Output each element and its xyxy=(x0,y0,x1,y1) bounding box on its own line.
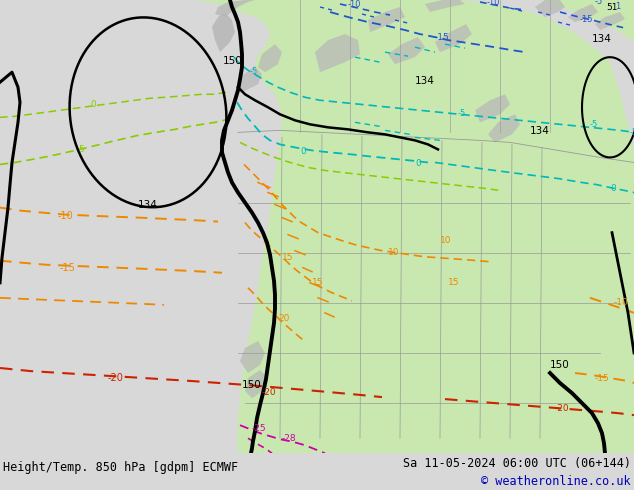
Polygon shape xyxy=(435,24,472,52)
Text: 150: 150 xyxy=(242,380,262,390)
Text: -20: -20 xyxy=(108,373,124,383)
Polygon shape xyxy=(245,370,268,398)
Polygon shape xyxy=(258,44,282,72)
Text: 0: 0 xyxy=(610,184,616,193)
Text: -5: -5 xyxy=(458,109,466,118)
Text: 150: 150 xyxy=(550,360,570,370)
Text: © weatheronline.co.uk: © weatheronline.co.uk xyxy=(481,475,631,489)
Text: 134: 134 xyxy=(530,126,550,136)
Text: 1: 1 xyxy=(615,2,620,11)
Text: 20: 20 xyxy=(278,314,289,323)
Text: Height/Temp. 850 hPa [gdpm] ECMWF: Height/Temp. 850 hPa [gdpm] ECMWF xyxy=(3,461,238,474)
Polygon shape xyxy=(475,94,510,122)
Polygon shape xyxy=(236,66,262,92)
Text: -5: -5 xyxy=(250,67,258,76)
Polygon shape xyxy=(595,12,625,30)
Text: -15: -15 xyxy=(435,33,450,42)
Polygon shape xyxy=(215,0,255,17)
Text: 0: 0 xyxy=(415,159,421,169)
Text: -10: -10 xyxy=(614,298,629,307)
Polygon shape xyxy=(540,0,634,42)
Text: -15: -15 xyxy=(580,15,593,24)
Text: -15: -15 xyxy=(60,263,76,273)
Text: -15: -15 xyxy=(595,374,610,383)
Polygon shape xyxy=(568,4,598,22)
Polygon shape xyxy=(195,0,634,453)
Text: -20: -20 xyxy=(262,388,276,397)
Text: 134: 134 xyxy=(415,76,435,86)
Text: 10: 10 xyxy=(440,236,451,245)
Polygon shape xyxy=(425,0,465,12)
Text: -5: -5 xyxy=(595,0,603,6)
Polygon shape xyxy=(488,114,520,143)
Polygon shape xyxy=(212,12,235,52)
Text: 0: 0 xyxy=(90,100,96,109)
Polygon shape xyxy=(368,7,405,32)
Text: 150: 150 xyxy=(223,56,243,66)
Text: -25: -25 xyxy=(252,424,267,433)
Text: -28: -28 xyxy=(282,434,297,443)
Text: 134: 134 xyxy=(592,34,612,44)
Text: -5: -5 xyxy=(590,121,598,129)
Text: 134: 134 xyxy=(138,199,158,210)
Text: 51: 51 xyxy=(606,3,618,12)
Polygon shape xyxy=(388,37,425,64)
Polygon shape xyxy=(240,341,265,373)
Polygon shape xyxy=(315,34,360,72)
Text: -20: -20 xyxy=(555,404,569,413)
Text: 0: 0 xyxy=(300,147,306,156)
Text: 15: 15 xyxy=(448,278,460,287)
Text: -5: -5 xyxy=(630,128,634,137)
Text: 15: 15 xyxy=(312,278,323,287)
Text: 15: 15 xyxy=(282,253,294,262)
Text: Sa 11-05-2024 06:00 UTC (06+144): Sa 11-05-2024 06:00 UTC (06+144) xyxy=(403,457,631,470)
Text: 10: 10 xyxy=(388,248,399,257)
Text: -10: -10 xyxy=(487,0,500,7)
Text: 5: 5 xyxy=(78,146,84,154)
Polygon shape xyxy=(535,0,565,17)
Text: -10: -10 xyxy=(348,0,361,9)
Text: -10: -10 xyxy=(58,211,74,220)
